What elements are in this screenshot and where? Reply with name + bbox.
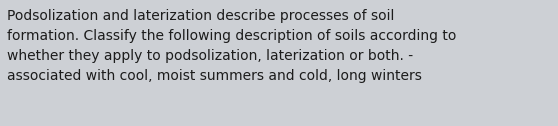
Text: Podsolization and laterization describe processes of soil
formation. Classify th: Podsolization and laterization describe … bbox=[7, 9, 456, 83]
